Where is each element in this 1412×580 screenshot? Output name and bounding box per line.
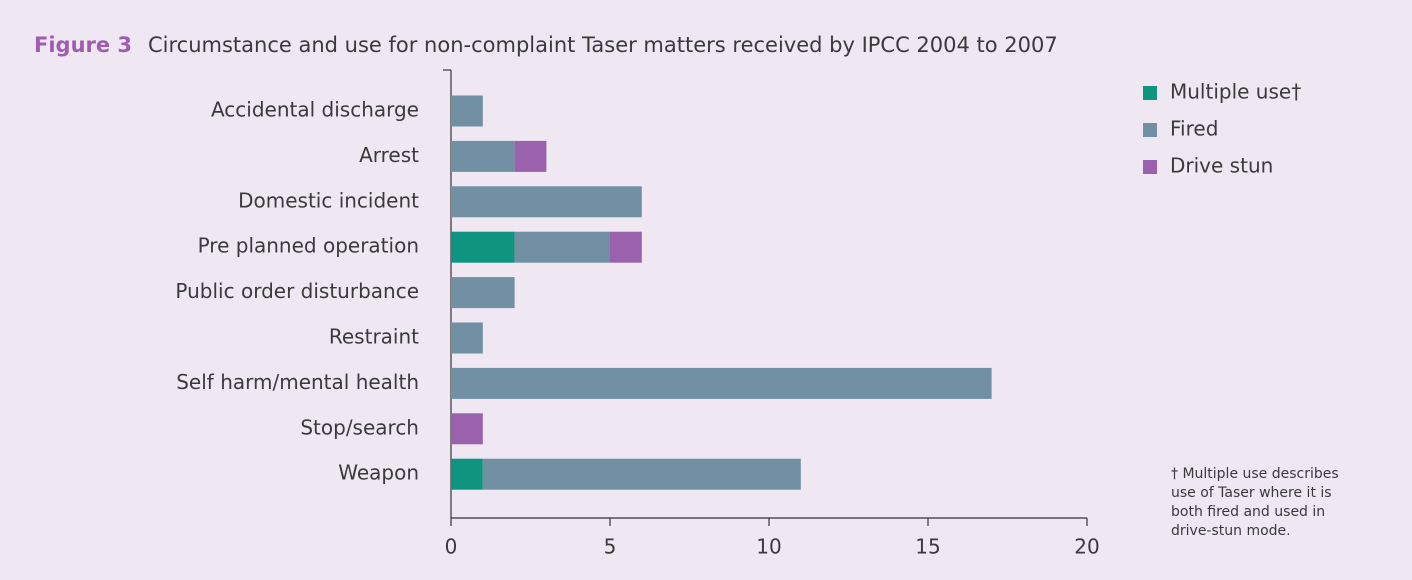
x-tick-label: 0 [445, 535, 458, 559]
bar-segment [451, 140, 515, 172]
footnote: use of Taser where it is [1171, 485, 1332, 501]
bar-segment [451, 322, 483, 354]
x-tick-label: 15 [915, 535, 940, 559]
bar-segment [451, 186, 642, 218]
y-tick-label: Public order disturbance [175, 279, 419, 303]
figure-label: Figure 3 [34, 33, 132, 57]
x-tick-label: 5 [604, 535, 617, 559]
x-tick-label: 10 [756, 535, 781, 559]
legend-swatch [1143, 123, 1157, 137]
y-tick-label: Pre planned operation [198, 234, 419, 258]
bar-segment [451, 458, 483, 490]
legend-swatch [1143, 160, 1157, 174]
y-tick-label: Restraint [329, 325, 419, 349]
bar-segment [514, 231, 610, 263]
footnote: drive-stun mode. [1171, 523, 1291, 539]
y-tick-label: Arrest [359, 143, 419, 167]
bar-segment [451, 277, 515, 309]
y-tick-label: Stop/search [300, 415, 419, 439]
footnote: both fired and used in [1171, 504, 1325, 520]
y-tick-label: Accidental discharge [211, 98, 419, 122]
chart-title: Circumstance and use for non-complaint T… [148, 33, 1058, 57]
legend-label: Drive stun [1170, 154, 1273, 178]
bar-segment [451, 231, 515, 263]
bar-segment [514, 140, 547, 172]
bar-segment [610, 231, 642, 263]
legend-label: Multiple use† [1170, 80, 1301, 104]
bar-segment [451, 367, 992, 399]
x-tick-label: 20 [1074, 535, 1099, 559]
bar-segment [482, 458, 801, 490]
bar-segment [451, 95, 483, 127]
legend-label: Fired [1170, 117, 1218, 141]
bar-segment [451, 413, 483, 445]
legend-swatch [1143, 86, 1157, 100]
y-tick-label: Weapon [338, 461, 419, 485]
footnote: † Multiple use describes [1171, 466, 1339, 482]
y-tick-label: Self harm/mental health [176, 370, 419, 394]
y-tick-label: Domestic incident [238, 188, 419, 212]
